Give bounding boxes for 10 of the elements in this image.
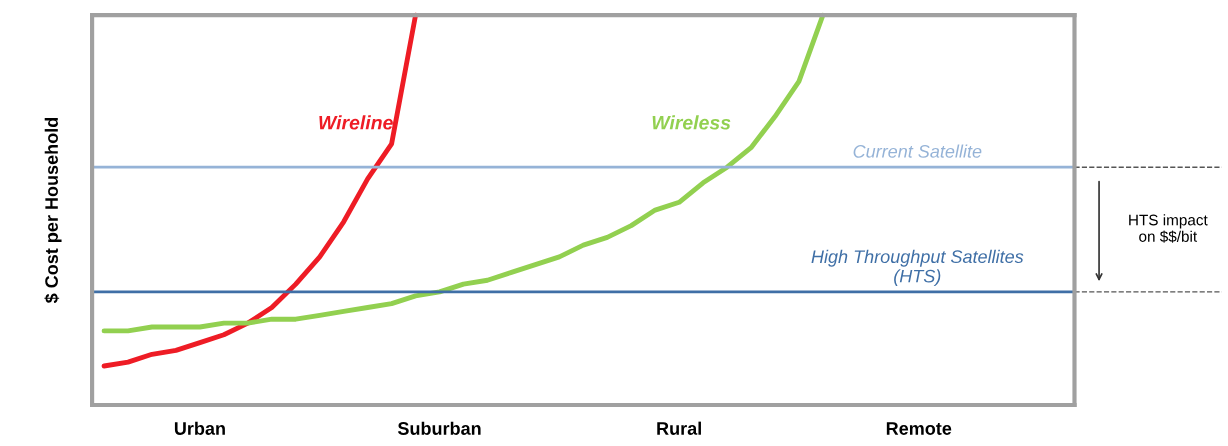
series-label: Wireless	[652, 115, 731, 130]
x-tick-label: Remote	[886, 422, 952, 435]
ref-line-label: High Throughput Satellites (HTS)	[811, 249, 1024, 287]
series-label: Wireline	[319, 115, 393, 130]
ref-line-label: Current Satellite	[853, 144, 982, 158]
text: HTS impact on $$/bit	[1129, 214, 1208, 243]
x-tick-label: Rural	[657, 421, 701, 435]
x-tick-label: Urban	[174, 421, 225, 435]
x-tick-label: Suburban	[397, 421, 481, 435]
y-axis-title: $ Cost per Household	[44, 117, 62, 304]
